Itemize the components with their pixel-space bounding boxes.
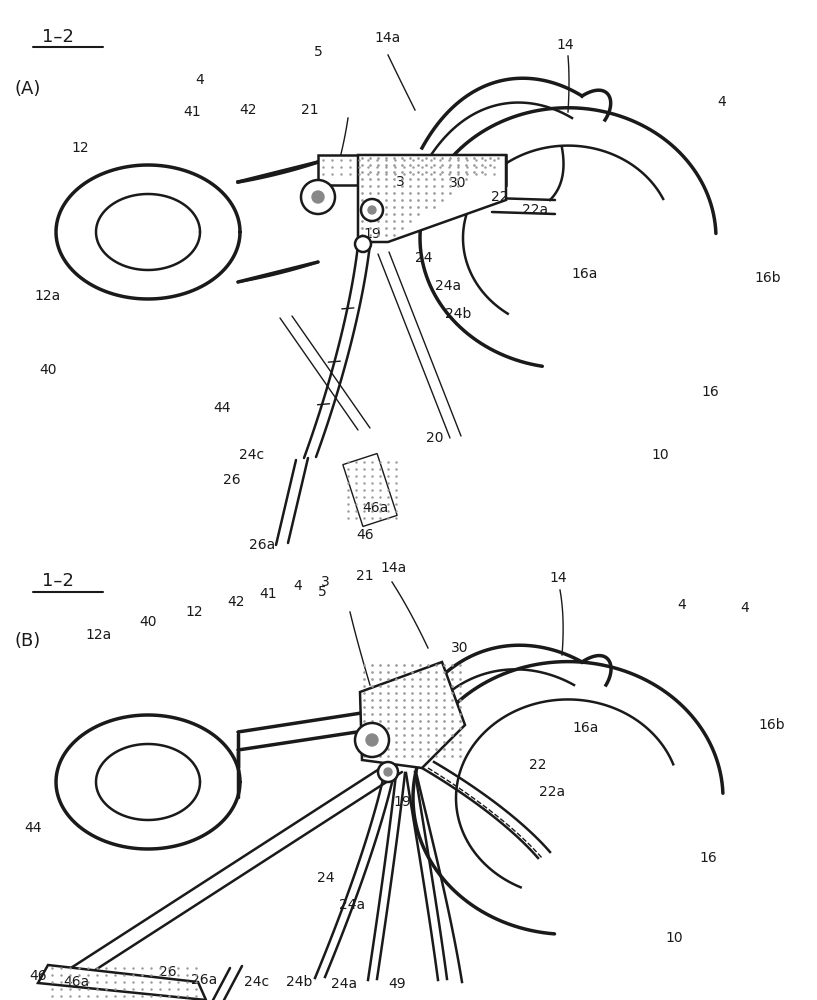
Text: 24a: 24a [435, 279, 461, 293]
Text: 24b: 24b [444, 307, 471, 321]
Text: 5: 5 [314, 45, 323, 59]
Circle shape [366, 734, 378, 746]
Polygon shape [358, 155, 506, 242]
Text: 49: 49 [388, 977, 406, 991]
Text: 19: 19 [393, 795, 411, 809]
Circle shape [368, 206, 376, 214]
Text: 14: 14 [556, 38, 574, 52]
Text: 42: 42 [239, 103, 257, 117]
Text: 40: 40 [39, 363, 56, 377]
Text: 16: 16 [699, 851, 717, 865]
Bar [318, 155, 506, 185]
Text: 3: 3 [395, 175, 404, 189]
Text: 12: 12 [185, 605, 203, 619]
Text: 46a: 46a [63, 975, 89, 989]
Circle shape [361, 199, 383, 221]
Text: 16b: 16b [755, 271, 781, 285]
Text: 20: 20 [426, 431, 444, 445]
Text: 46: 46 [29, 969, 47, 983]
Text: 26: 26 [223, 473, 241, 487]
Text: 1–2: 1–2 [42, 28, 74, 46]
Text: 24: 24 [317, 871, 335, 885]
Text: 42: 42 [227, 595, 245, 609]
Text: 24c: 24c [239, 448, 265, 462]
Text: 19: 19 [363, 227, 381, 241]
Text: 24b: 24b [286, 975, 312, 989]
Text: 4: 4 [195, 73, 204, 87]
Text: (B): (B) [15, 632, 41, 650]
Circle shape [301, 180, 335, 214]
Text: (A): (A) [15, 80, 42, 98]
Text: 12a: 12a [86, 628, 112, 642]
Text: 16b: 16b [759, 718, 785, 732]
Text: 44: 44 [213, 401, 230, 415]
Text: 41: 41 [259, 587, 277, 601]
Text: 46: 46 [356, 528, 374, 542]
Text: 30: 30 [451, 641, 469, 655]
Text: 22: 22 [529, 758, 547, 772]
Circle shape [355, 723, 389, 757]
Text: 21: 21 [301, 103, 319, 117]
Text: 1–2: 1–2 [42, 572, 74, 590]
Text: 24a: 24a [339, 898, 365, 912]
Text: 4: 4 [677, 598, 686, 612]
Circle shape [378, 762, 398, 782]
Text: 46a: 46a [362, 501, 388, 515]
Text: 22a: 22a [522, 203, 548, 217]
Text: 14: 14 [549, 571, 567, 585]
Text: 16a: 16a [573, 721, 599, 735]
Polygon shape [360, 662, 465, 768]
Text: 4: 4 [293, 579, 302, 593]
Text: 4: 4 [741, 601, 749, 615]
Text: 14a: 14a [375, 31, 401, 45]
Circle shape [312, 191, 324, 203]
Text: 30: 30 [449, 176, 467, 190]
Text: 12a: 12a [35, 289, 61, 303]
Text: 22: 22 [491, 190, 509, 204]
Text: 26a: 26a [249, 538, 275, 552]
Text: 40: 40 [139, 615, 157, 629]
Polygon shape [343, 454, 397, 526]
Text: 24a: 24a [331, 977, 357, 991]
Text: 44: 44 [25, 821, 42, 835]
Text: 22a: 22a [539, 785, 565, 799]
Text: 10: 10 [651, 448, 669, 462]
Text: 26: 26 [159, 965, 176, 979]
Text: 24: 24 [415, 251, 433, 265]
Text: 26a: 26a [191, 973, 217, 987]
Text: 14a: 14a [381, 561, 407, 575]
Text: 5: 5 [318, 585, 326, 599]
Text: 16: 16 [701, 385, 719, 399]
Text: 12: 12 [71, 141, 89, 155]
Polygon shape [38, 965, 206, 1000]
Text: 16a: 16a [572, 267, 598, 281]
Circle shape [384, 768, 392, 776]
Text: 24c: 24c [244, 975, 270, 989]
Text: 21: 21 [356, 569, 374, 583]
Text: 4: 4 [717, 95, 726, 109]
Text: 3: 3 [320, 575, 329, 589]
Text: 10: 10 [665, 931, 683, 945]
Circle shape [355, 236, 371, 252]
Text: 41: 41 [183, 105, 201, 119]
